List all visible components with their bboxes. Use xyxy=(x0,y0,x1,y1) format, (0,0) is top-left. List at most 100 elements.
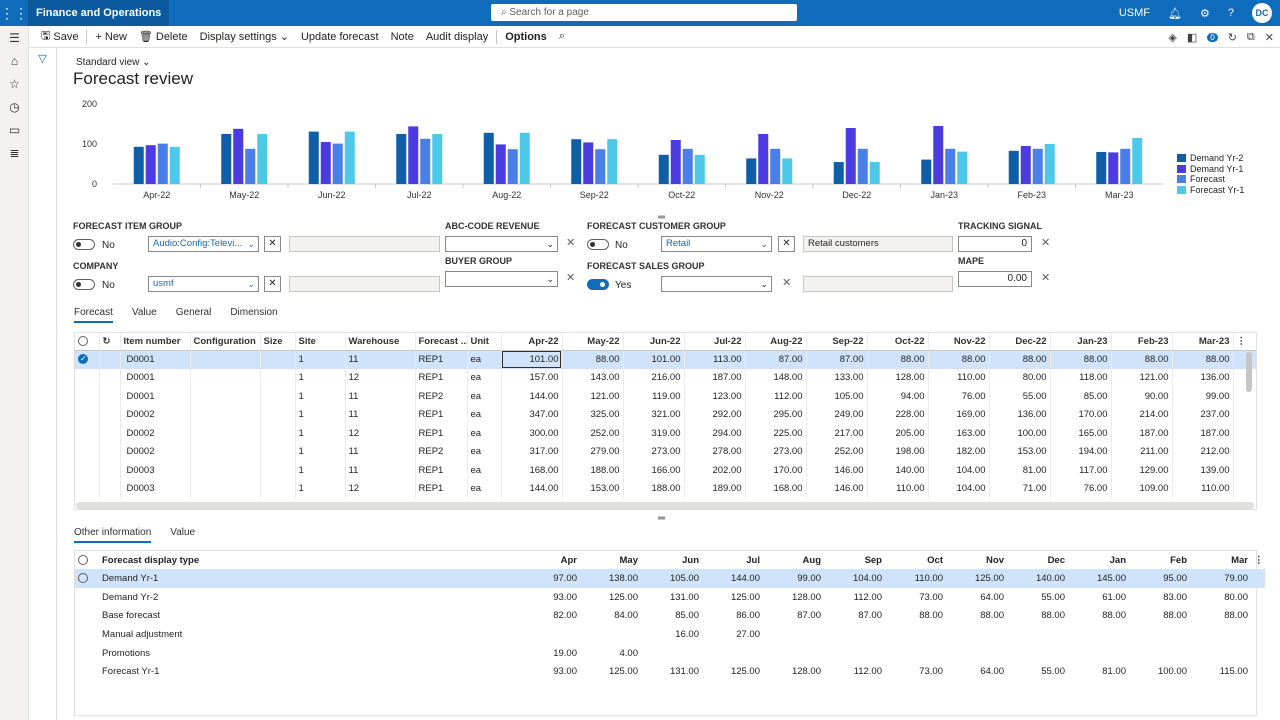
abc-code-revenue-dropdown[interactable]: ⌄ xyxy=(445,236,558,252)
table-cell[interactable]: 115.00 xyxy=(1219,666,1248,678)
table-cell[interactable]: 145.00 xyxy=(1068,569,1129,588)
table-cell[interactable]: 105.00 xyxy=(806,387,868,406)
vertical-scrollbar[interactable] xyxy=(1245,350,1253,490)
table-cell[interactable]: 319.00 xyxy=(623,424,685,443)
column-header[interactable]: Mar-23 xyxy=(1172,333,1234,351)
bar-forecast-yr-1-may-22[interactable] xyxy=(257,134,268,184)
bar-demand-yr-1-mar-23[interactable] xyxy=(1108,152,1119,184)
table-cell[interactable]: 73.00 xyxy=(919,591,943,603)
table-cell[interactable]: 112.00 xyxy=(853,666,882,678)
table-cell[interactable] xyxy=(885,625,946,644)
tab-dimension[interactable]: Dimension xyxy=(230,307,278,318)
table-cell[interactable]: 88.00 xyxy=(1224,610,1248,622)
table-cell[interactable]: ea xyxy=(467,387,502,406)
table-cell[interactable]: 139.00 xyxy=(1172,461,1234,480)
table-cell[interactable]: 88.00 xyxy=(1172,350,1234,369)
table-cell[interactable]: 1 xyxy=(295,405,346,424)
table-cell[interactable]: 113.00 xyxy=(684,350,746,369)
table-cell[interactable]: 101.00 xyxy=(501,350,563,369)
row-select-radio[interactable] xyxy=(75,424,100,443)
table-cell[interactable]: Demand Yr-2 xyxy=(102,591,159,603)
table-cell[interactable]: 100.00 xyxy=(989,424,1051,443)
table-cell[interactable]: 118.00 xyxy=(1050,368,1112,387)
table-cell[interactable]: 198.00 xyxy=(867,442,929,461)
bar-demand-yr-2-may-22[interactable] xyxy=(221,134,232,184)
search-box[interactable]: ⌕ Search for a page xyxy=(491,4,797,21)
table-cell[interactable]: 148.00 xyxy=(745,368,807,387)
table-cell[interactable]: 300.00 xyxy=(501,424,563,443)
column-header[interactable]: Jul xyxy=(746,554,760,566)
list-icon[interactable]: ≣ xyxy=(9,145,20,160)
table-cell[interactable]: 12 xyxy=(345,368,416,387)
column-header[interactable]: Configuration xyxy=(190,333,261,351)
view-selector[interactable]: Standard view ⌄ xyxy=(76,57,151,68)
bar-forecast-yr-1-dec-22[interactable] xyxy=(869,162,880,184)
column-header[interactable]: Jun xyxy=(682,554,699,566)
row-select-radio[interactable] xyxy=(75,625,99,644)
column-options-icon[interactable]: ⋮ xyxy=(1254,554,1264,566)
table-cell[interactable]: 153.00 xyxy=(562,479,624,498)
table-cell[interactable]: 88.00 xyxy=(1111,350,1173,369)
table-cell[interactable]: 1 xyxy=(295,479,346,498)
table-cell[interactable] xyxy=(260,368,296,387)
table-cell[interactable]: REP1 xyxy=(415,479,468,498)
table-cell[interactable]: D0001 xyxy=(120,387,191,406)
table-cell[interactable]: 11 xyxy=(345,387,416,406)
legend-item[interactable]: Forecast Yr-1 xyxy=(1177,185,1244,196)
table-cell[interactable]: 131.00 xyxy=(669,666,699,678)
table-cell[interactable]: 294.00 xyxy=(684,424,746,443)
table-cell[interactable] xyxy=(190,479,261,498)
table-cell[interactable]: D0003 xyxy=(120,479,191,498)
table-cell[interactable]: ea xyxy=(467,461,502,480)
bar-demand-yr-1-may-22[interactable] xyxy=(233,128,244,184)
table-cell[interactable]: 169.00 xyxy=(928,405,990,424)
bar-demand-yr-1-dec-22[interactable] xyxy=(845,128,856,184)
table-cell[interactable]: 88.00 xyxy=(919,610,943,622)
table-cell[interactable]: 170.00 xyxy=(1050,405,1112,424)
table-cell[interactable] xyxy=(580,625,641,644)
row-select-radio[interactable] xyxy=(75,461,100,480)
forecast-sales-group-toggle[interactable] xyxy=(587,279,609,290)
table-cell[interactable]: 252.00 xyxy=(806,442,868,461)
column-header[interactable]: Dec-22 xyxy=(989,333,1051,351)
row-select-radio[interactable] xyxy=(75,387,100,406)
table-cell[interactable]: Forecast Yr-1 xyxy=(102,666,160,678)
table-cell[interactable]: D0001 xyxy=(120,368,191,387)
column-header[interactable]: Sep-22 xyxy=(806,333,868,351)
table-cell[interactable]: 144.00 xyxy=(702,569,763,588)
column-header[interactable]: Jun-22 xyxy=(623,333,685,351)
bar-forecast-dec-22[interactable] xyxy=(857,148,868,184)
table-cell[interactable]: 157.00 xyxy=(501,368,563,387)
company-toggle[interactable] xyxy=(73,279,95,290)
notification-badge[interactable]: 0 xyxy=(1207,32,1218,42)
office-icon[interactable]: ◧ xyxy=(1186,31,1198,44)
table-cell[interactable]: ea xyxy=(467,350,502,369)
table-cell[interactable]: ea xyxy=(467,479,502,498)
row-select-radio[interactable] xyxy=(75,350,100,369)
table-cell[interactable]: 93.00 xyxy=(553,591,577,603)
note-button[interactable]: Note xyxy=(390,30,414,43)
bar-demand-yr-2-oct-22[interactable] xyxy=(658,154,669,184)
select-all-radio[interactable] xyxy=(75,333,100,351)
bar-forecast-yr-1-apr-22[interactable] xyxy=(169,146,180,184)
table-cell[interactable]: 80.00 xyxy=(989,368,1051,387)
table-cell[interactable]: 144.00 xyxy=(501,387,563,406)
column-header[interactable]: Feb xyxy=(1170,554,1187,566)
table-cell[interactable]: 187.00 xyxy=(684,368,746,387)
column-header[interactable]: Oct-22 xyxy=(867,333,929,351)
bar-forecast-yr-1-feb-23[interactable] xyxy=(1044,144,1055,184)
table-cell[interactable]: 83.00 xyxy=(1163,591,1187,603)
table-cell[interactable]: 109.00 xyxy=(1111,479,1173,498)
table-cell[interactable]: 11 xyxy=(345,350,416,369)
table-cell[interactable] xyxy=(260,479,296,498)
filter-icon[interactable]: ▽ xyxy=(38,53,47,65)
mape-field[interactable]: 0.00 xyxy=(958,271,1032,287)
clear-button[interactable]: ✕ xyxy=(778,236,795,252)
bar-forecast-yr-1-jun-22[interactable] xyxy=(344,131,355,184)
table-cell[interactable]: 112.00 xyxy=(853,591,882,603)
legend-item[interactable]: Forecast xyxy=(1177,174,1244,185)
row-select-radio[interactable] xyxy=(75,479,100,498)
bar-demand-yr-1-apr-22[interactable] xyxy=(145,145,156,184)
table-cell[interactable]: 153.00 xyxy=(989,442,1051,461)
table-cell[interactable]: 88.00 xyxy=(1050,350,1112,369)
